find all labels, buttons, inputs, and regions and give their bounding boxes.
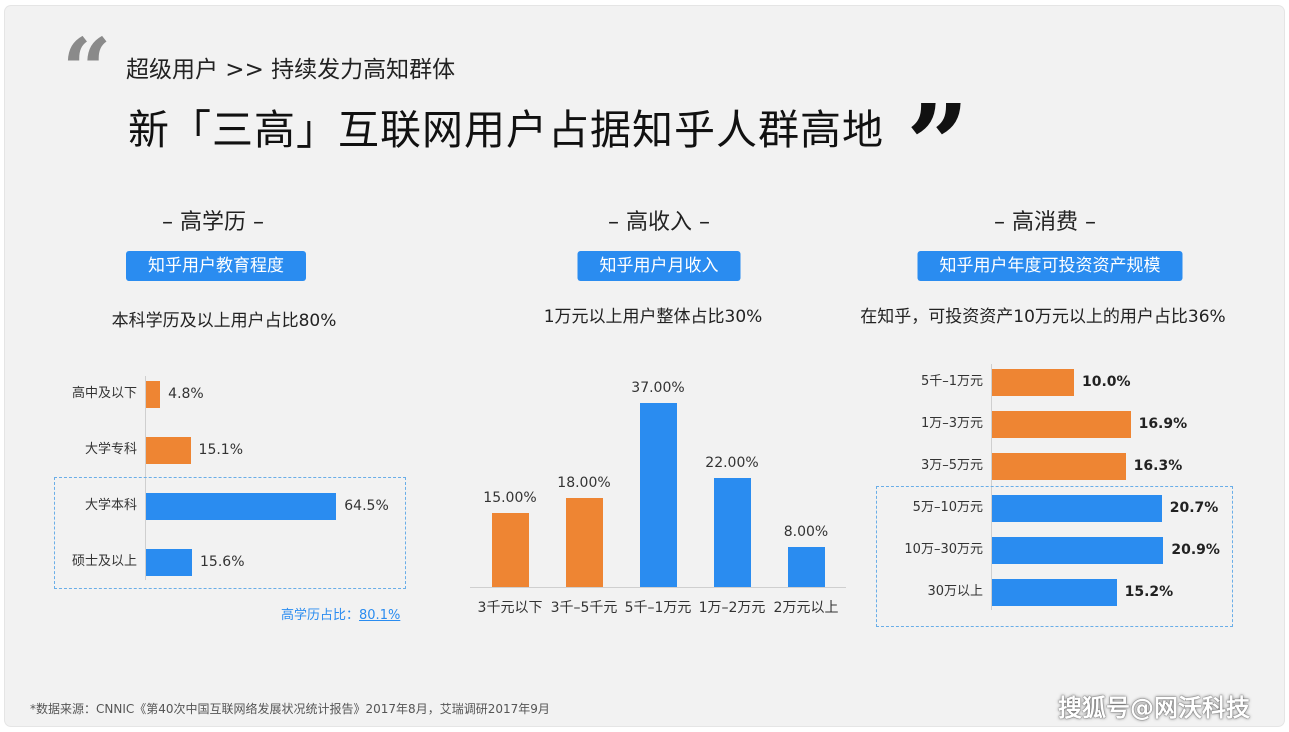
education-highlight-note: 高学历占比：80.1% bbox=[281, 604, 400, 623]
education-subtitle: 本科学历及以上用户占比80% bbox=[111, 311, 337, 331]
education-highlight-box bbox=[54, 477, 406, 589]
income-badge: 知乎用户月收入 bbox=[577, 251, 741, 281]
income-subtitle: 1万元以上用户整体占比30% bbox=[543, 307, 763, 327]
watermark: 搜狐号@网沃科技 bbox=[1058, 694, 1250, 722]
education-badge: 知乎用户教育程度 bbox=[126, 251, 306, 281]
data-source-footnote: *数据来源：CNNIC《第40次中国互联网络发展状况统计报告》2017年8月，艾… bbox=[30, 702, 550, 716]
education-section-title: – 高学历 – bbox=[162, 210, 264, 235]
open-quote-mark: “ bbox=[62, 20, 112, 121]
assets-badge: 知乎用户年度可投资资产规模 bbox=[917, 251, 1183, 281]
page-title: 新「三高」互联网用户占据知乎人群高地 bbox=[128, 106, 884, 154]
page-subtitle: 超级用户 >> 持续发力高知群体 bbox=[126, 57, 456, 83]
education-highlight-value: 80.1% bbox=[359, 608, 401, 623]
assets-subtitle: 在知乎，可投资资产10万元以上的用户占比36% bbox=[860, 307, 1226, 327]
income-section-title: – 高收入 – bbox=[608, 210, 710, 235]
close-quote-mark: ” bbox=[906, 80, 970, 209]
assets-highlight-box bbox=[876, 486, 1233, 627]
slide-background bbox=[5, 6, 1284, 726]
assets-section-title: – 高消费 – bbox=[994, 210, 1096, 235]
education-highlight-prefix: 高学历占比： bbox=[281, 608, 360, 623]
